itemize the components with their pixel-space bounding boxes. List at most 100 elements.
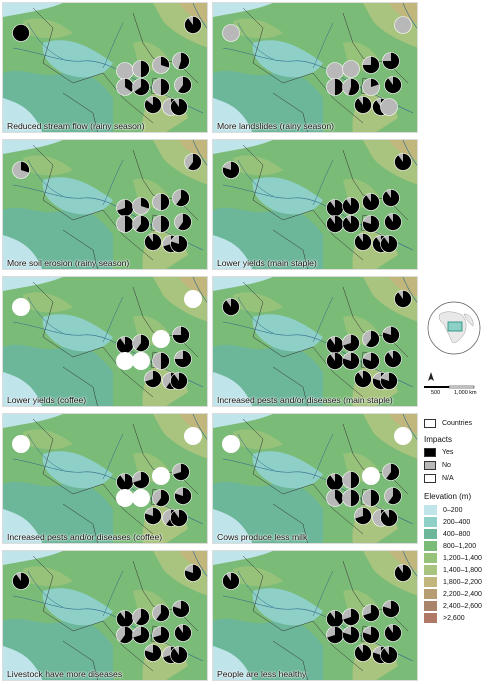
impact-pie-13 [184,427,202,445]
impact-pie-5 [132,215,150,233]
impact-pie-4 [326,215,344,233]
impact-pie-12 [380,509,398,527]
impact-pie-5 [132,352,150,370]
impact-pie-8 [362,489,380,507]
impact-pie-4 [116,352,134,370]
map-panel-10: People are less healthy [212,550,418,681]
impact-pie-2 [116,473,134,491]
impact-pie-2 [116,62,134,80]
impact-pie-3 [132,197,150,215]
impact-pie-3 [342,197,360,215]
panel-label: Cows produce less milk [217,532,308,542]
impact-pie-2 [116,610,134,628]
impact-pie-8 [362,626,380,644]
impact-pie-9 [174,213,192,231]
impact-pie-3 [132,608,150,626]
impact-pie-11 [144,370,162,388]
legend-swatch [424,589,437,599]
impact-pie-12 [380,98,398,116]
legend-swatch [424,517,437,527]
impact-pie-7 [172,463,190,481]
impact-pie-3 [342,334,360,352]
legend-impact-2: N/A [424,473,490,484]
legend-elevation-9: >2,600 [424,612,490,624]
impact-pie-6 [152,604,170,622]
impact-pie-8 [152,78,170,96]
north-arrow-icon [428,372,434,381]
map-panel-5: Lower yields (coffee) [2,276,208,407]
impact-pie-5 [342,215,360,233]
legend-swatch [424,553,437,563]
impact-pie-13 [394,564,412,582]
panel-label: Increased pests and/or diseases (coffee) [7,532,163,542]
impact-pie-4 [116,626,134,644]
impact-pie-9 [384,624,402,642]
impact-pie-8 [362,352,380,370]
impact-pie-6 [152,193,170,211]
impact-pie-12 [170,509,188,527]
panel-label: Lower yields (coffee) [7,395,87,405]
impact-pie-4 [326,78,344,96]
impact-pie-5 [342,626,360,644]
impact-pie-4 [116,215,134,233]
impact-pie-13 [184,564,202,582]
impact-pie-6 [362,193,380,211]
impact-pie-1 [12,161,30,179]
impact-pie-4 [326,352,344,370]
impact-pie-12 [170,235,188,253]
legend-elevation-title: Elevation (m) [424,492,472,501]
impact-pie-3 [132,334,150,352]
legend-elevation-2: 400–800 [424,528,490,540]
impact-pie-8 [362,215,380,233]
legend-swatch [424,448,436,457]
impact-pie-11 [144,96,162,114]
legend-elevation-4: 1,200–1,400 [424,552,490,564]
terrain-map [213,3,417,132]
impact-pie-3 [342,471,360,489]
impact-pie-5 [342,489,360,507]
impact-pie-4 [116,78,134,96]
impact-pie-7 [172,189,190,207]
legend-elevation-7: 2,200–2,400 [424,588,490,600]
map-panel-3: More soil erosion (rainy season) [2,139,208,270]
impact-pie-5 [132,489,150,507]
impact-pie-8 [152,352,170,370]
legend-impact-0: Yes [424,447,490,458]
scale-bar: 500 1,000 km [424,372,477,396]
impact-pie-4 [326,626,344,644]
legend-impact-1: No [424,460,490,471]
impact-pie-9 [174,350,192,368]
impact-pie-1 [222,24,240,42]
impact-pie-6 [362,467,380,485]
impact-pie-5 [342,352,360,370]
map-panel-4: Lower yields (main staple) [212,139,418,270]
legend-swatch [424,577,437,587]
legend-elevation-8: 2,400–2,600 [424,600,490,612]
impact-pie-11 [144,644,162,662]
legend-impacts-title: Impacts [424,435,453,444]
impact-pie-8 [362,78,380,96]
panel-label: People are less healthy [217,669,307,679]
panel-label: More soil erosion (rainy season) [7,258,130,268]
panel-label: Reduced stream flow (rainy season) [7,121,145,131]
impact-pie-11 [354,507,372,525]
impact-pie-5 [342,78,360,96]
impact-pie-9 [384,76,402,94]
impact-pie-12 [380,372,398,390]
impact-pie-11 [354,644,372,662]
impact-pie-9 [174,76,192,94]
legend-swatch [424,601,437,611]
impact-pie-3 [342,608,360,626]
impact-pie-2 [116,336,134,354]
impact-pie-11 [354,96,372,114]
impact-pie-7 [382,600,400,618]
legend-swatch [424,565,437,575]
terrain-map [3,3,207,132]
impact-pie-8 [152,489,170,507]
impact-pie-7 [382,326,400,344]
map-legend: Countries Impacts Yes No N/A Elevation (m)… [424,418,490,624]
impact-pie-1 [12,435,30,453]
terrain-map [3,551,207,680]
impact-pie-2 [326,473,344,491]
terrain-map [213,140,417,269]
